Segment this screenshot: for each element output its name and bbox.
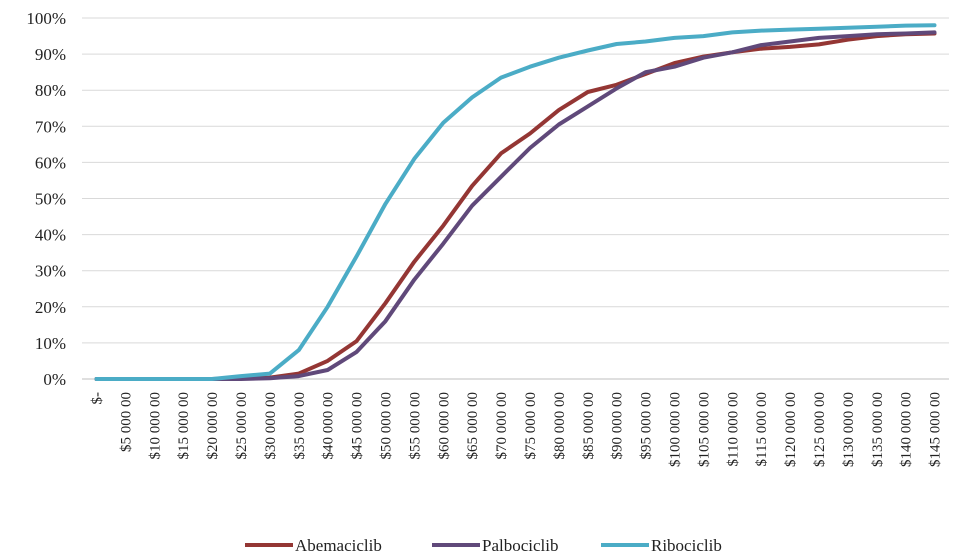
y-tick-label: 10%	[35, 334, 66, 353]
x-tick-label: $5 000 00	[118, 392, 134, 452]
x-tick-label: $20 000 00	[205, 392, 221, 460]
series-line-palbociclib	[94, 30, 937, 381]
y-tick-label: 90%	[35, 45, 66, 64]
legend-label-ribociclib: Ribociclib	[651, 536, 722, 555]
x-tick-label: $25 000 00	[234, 392, 250, 460]
x-tick-label: $70 000 00	[494, 392, 510, 460]
x-tick-label: $125 000 00	[812, 392, 828, 467]
x-tick-label: $110 000 00	[725, 392, 741, 466]
y-tick-label: 60%	[35, 153, 66, 172]
x-tick-label: $10 000 00	[147, 392, 163, 460]
x-tick-label: $35 000 00	[292, 392, 308, 460]
series-line-abemaciclib	[94, 31, 937, 381]
x-tick-label: $140 000 00	[899, 392, 915, 467]
y-tick-label: 80%	[35, 81, 66, 100]
legend-label-abemaciclib: Abemaciclib	[295, 536, 382, 555]
x-tick-label: $130 000 00	[841, 392, 857, 467]
x-tick-label: $90 000 00	[610, 392, 626, 460]
x-tick-label: $-	[89, 392, 105, 405]
x-tick-label: $45 000 00	[350, 392, 366, 460]
x-tick-label: $40 000 00	[321, 392, 337, 460]
x-tick-label: $95 000 00	[639, 392, 655, 460]
x-tick-label: $135 000 00	[870, 392, 886, 467]
series-lines	[94, 23, 937, 381]
legend: Abemaciclib Palbociclib Ribociclib	[245, 536, 722, 555]
y-tick-label: 70%	[35, 117, 66, 136]
x-tick-label: $15 000 00	[176, 392, 192, 460]
x-tick-label: $120 000 00	[783, 392, 799, 467]
series-line-ribociclib	[94, 23, 937, 381]
x-tick-label: $65 000 00	[465, 392, 481, 460]
y-tick-label: 0%	[43, 370, 66, 389]
x-tick-label: $55 000 00	[407, 392, 423, 460]
x-tick-label: $75 000 00	[523, 392, 539, 460]
x-tick-label: $50 000 00	[378, 392, 394, 460]
y-tick-label: 50%	[35, 190, 66, 209]
x-tick-label: $145 000 00	[928, 392, 944, 467]
x-tick-label: $105 000 00	[696, 392, 712, 467]
y-tick-label: 100%	[26, 9, 66, 28]
x-tick-label: $115 000 00	[754, 392, 770, 466]
y-tick-label: 40%	[35, 226, 66, 245]
x-tick-label: $30 000 00	[263, 392, 279, 460]
y-tick-label: 20%	[35, 298, 66, 317]
x-tick-label: $100 000 00	[667, 392, 683, 467]
x-tick-label: $80 000 00	[552, 392, 568, 460]
y-tick-label: 30%	[35, 262, 66, 281]
legend-label-palbociclib: Palbociclib	[482, 536, 558, 555]
x-tick-label: $60 000 00	[436, 392, 452, 460]
y-axis-tick-labels: 0% 10% 20% 30% 40% 50% 60% 70% 80% 90% 100%	[26, 9, 66, 389]
x-tick-label: $85 000 00	[581, 392, 597, 460]
x-axis-tick-labels: $- $5 000 00 $10 000 00 $15 000 00 $20 000 0…	[89, 392, 943, 467]
